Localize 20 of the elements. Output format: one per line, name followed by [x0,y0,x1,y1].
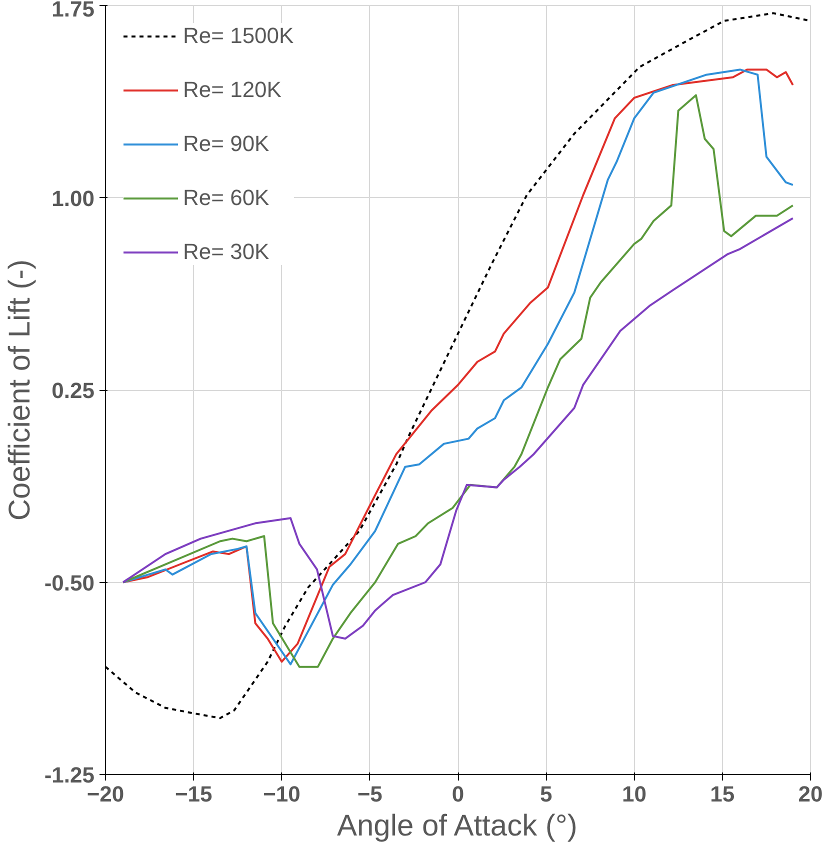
y-tick-label: 0.25 [52,378,95,403]
x-tick-label: 5 [540,782,552,806]
y-axis-title: Coefficient of Lift (-) [3,259,36,521]
legend-label: Re= 120K [183,77,282,103]
y-tick-label: 1.00 [52,186,95,211]
x-tick-label: −5 [357,782,382,806]
x-tick-label: 0 [452,782,464,806]
legend-label: Re= 90K [183,131,270,157]
x-tick-label: 15 [710,782,735,806]
x-axis-title: Angle of Attack (°) [336,810,578,842]
legend-label: Re= 1500K [183,23,294,49]
line-series [122,217,794,640]
x-tick-label: −15 [174,782,212,806]
legend-label: Re= 60K [183,185,270,211]
legend-label: Re= 30K [183,239,270,265]
x-tick-label: 10 [622,782,646,806]
x-tick-label: −10 [263,782,300,806]
y-tick-label: -0.50 [44,570,95,596]
x-tick-label: 20 [798,782,823,806]
y-tick-label: 1.75 [52,0,95,22]
